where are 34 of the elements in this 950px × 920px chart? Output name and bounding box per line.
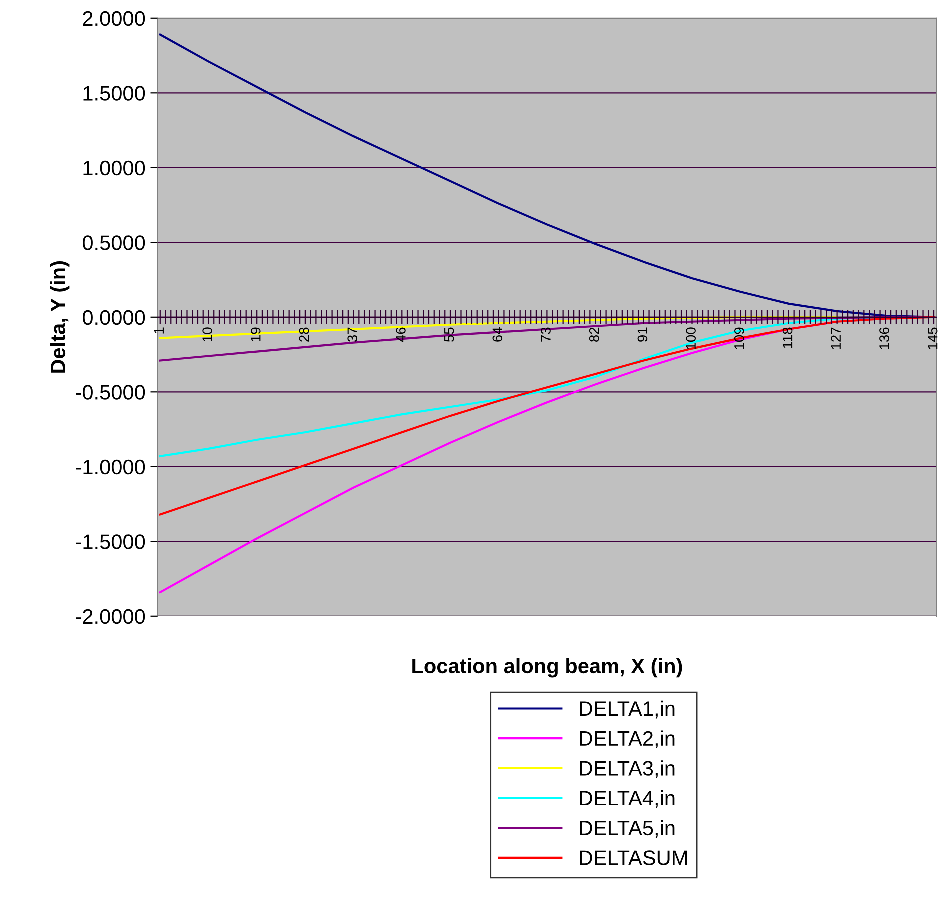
y-tick-label: 0.0000 xyxy=(82,310,146,326)
x-tick-label: 136 xyxy=(880,328,890,350)
x-tick-label: 1 xyxy=(154,328,164,334)
x-tick-label: 46 xyxy=(396,328,406,342)
y-tick-label: 0.5000 xyxy=(82,236,146,250)
x-tick-label: 55 xyxy=(444,328,454,342)
legend-label: DELTA4,in xyxy=(580,790,675,808)
y-axis-title: Delta, Y (in) xyxy=(50,262,70,373)
x-tick-label: 91 xyxy=(638,328,648,342)
y-tick-label: 2.0000 xyxy=(83,11,146,26)
y-tick-label: -2.0000 xyxy=(76,609,146,624)
y-tick-label: -1.5000 xyxy=(76,534,146,550)
x-tick-label: 73 xyxy=(541,328,551,342)
x-tick-label: 19 xyxy=(250,328,261,342)
x-tick-label: 82 xyxy=(589,328,600,342)
x-tick-label: 145 xyxy=(928,328,938,350)
legend-label: DELTA2,in xyxy=(580,730,675,749)
legend-label: DELTA5,in xyxy=(580,820,675,838)
legend-label: DELTA1,in xyxy=(580,700,675,719)
x-tick-label: 127 xyxy=(831,328,841,350)
x-tick-label: 37 xyxy=(348,328,358,342)
x-tick-label: 100 xyxy=(686,328,696,350)
y-tick-label: -0.5000 xyxy=(76,385,146,400)
x-tick-label: 28 xyxy=(299,328,310,342)
x-tick-label: 64 xyxy=(492,328,503,342)
legend-label: DELTASUM xyxy=(580,850,687,866)
y-tick-label: 1.0000 xyxy=(84,160,146,176)
y-tick-label: -1.0000 xyxy=(76,460,146,475)
x-tick-label: 10 xyxy=(202,328,212,342)
x-tick-label: 109 xyxy=(734,328,744,350)
legend-label: DELTA3,in xyxy=(580,760,675,778)
y-tick-label: 1.5000 xyxy=(84,86,146,101)
x-axis-title: Location along beam, X (in) xyxy=(412,658,682,678)
x-tick-label: 118 xyxy=(782,328,793,348)
